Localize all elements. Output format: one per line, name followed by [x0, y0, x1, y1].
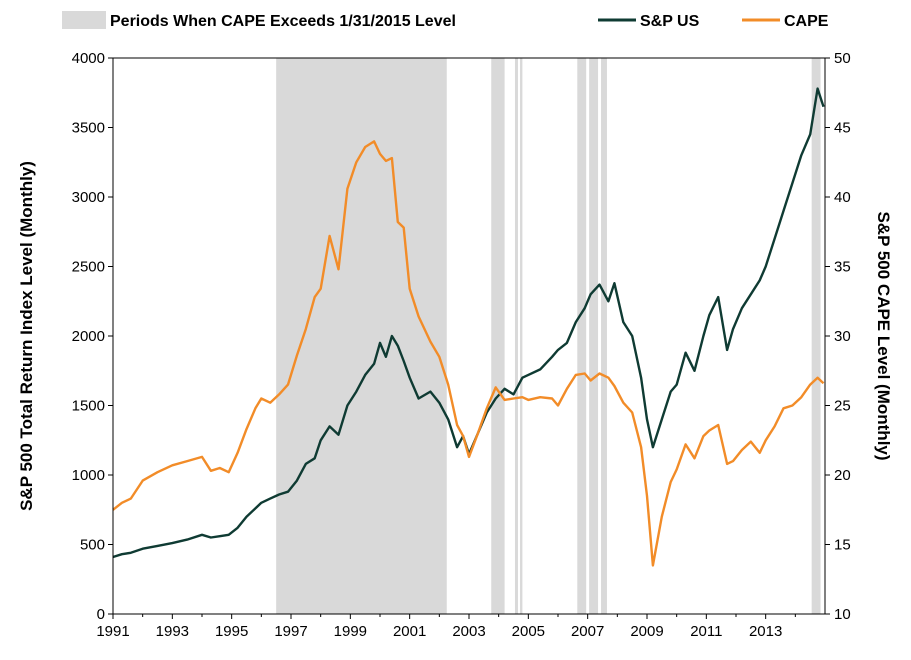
- axes: [112, 57, 826, 615]
- y-right-tick-label: 10: [834, 606, 851, 623]
- y-right-tick-label: 20: [834, 467, 851, 484]
- legend-label-shaded-periods: Periods When CAPE Exceeds 1/31/2015 Leve…: [110, 13, 456, 30]
- y-right-tick-label: 35: [834, 259, 851, 276]
- series-line-cape: [112, 140, 825, 567]
- y-right-tick-label: 40: [834, 189, 851, 206]
- y-axis-left-title: S&P 500 Total Return Index Level (Monthl…: [17, 161, 36, 511]
- shaded-period-6: [601, 58, 607, 614]
- shaded-period-1: [491, 58, 505, 614]
- x-tick-label: 1999: [334, 623, 367, 640]
- shaded-period-2: [514, 58, 518, 614]
- shaded-period-7: [811, 58, 821, 614]
- y-left-tick-label: 1500: [72, 398, 105, 415]
- x-tick-label: 2011: [690, 623, 722, 640]
- y-right-tick-label: 45: [834, 120, 851, 137]
- y-right-tick-label: 50: [834, 50, 851, 67]
- shaded-period-0: [276, 58, 447, 614]
- y-left-tick-label: 2000: [72, 328, 105, 345]
- x-tick-label: 1993: [156, 623, 189, 640]
- series-line-sp-us: [112, 87, 825, 559]
- y-right-tick-label: 15: [834, 537, 851, 554]
- y-right-tick-label: 30: [834, 328, 851, 345]
- x-tick-label: 2003: [452, 623, 485, 640]
- y-left-tick-label: 3000: [72, 189, 105, 206]
- x-tick-label: 2005: [512, 623, 545, 640]
- legend-shade-swatch: [62, 11, 106, 29]
- x-tick-label: 1995: [215, 623, 248, 640]
- y-left-tick-label: 1000: [72, 467, 105, 484]
- y-axis-left-ticks: 0 500 1000 1500 2000 2500 3000 3500 4000: [72, 50, 113, 623]
- y-axis-right-ticks: 10 15 20 25 30 35 40 45 50: [825, 50, 851, 623]
- x-tick-label: 1991: [96, 623, 129, 640]
- y-left-tick-label: 4000: [72, 50, 105, 67]
- shaded-period-3: [520, 58, 523, 614]
- y-axis-right-title: S&P 500 CAPE Level (Monthly): [874, 211, 893, 460]
- x-tick-label: 2013: [749, 623, 782, 640]
- y-left-tick-label: 0: [97, 606, 105, 623]
- legend-label-sp-us: S&P US: [640, 13, 700, 30]
- x-axis-ticks: 1991 1993 1995 1997 1999 2001 2003 2005 2007 2009…: [96, 614, 796, 640]
- x-tick-label: 2007: [571, 623, 604, 640]
- y-right-tick-label: 25: [834, 398, 851, 415]
- shaded-periods: [276, 58, 821, 614]
- legend: Periods When CAPE Exceeds 1/31/2015 Leve…: [62, 11, 829, 30]
- legend-label-cape: CAPE: [784, 13, 829, 30]
- shaded-period-4: [577, 58, 587, 614]
- series-lines: [112, 87, 825, 567]
- x-tick-label: 1997: [274, 623, 307, 640]
- y-left-tick-label: 500: [80, 537, 105, 554]
- x-tick-label: 2001: [393, 623, 426, 640]
- y-left-tick-label: 3500: [72, 120, 105, 137]
- shaded-period-5: [589, 58, 599, 614]
- x-tick-label: 2009: [630, 623, 663, 640]
- y-left-tick-label: 2500: [72, 259, 105, 276]
